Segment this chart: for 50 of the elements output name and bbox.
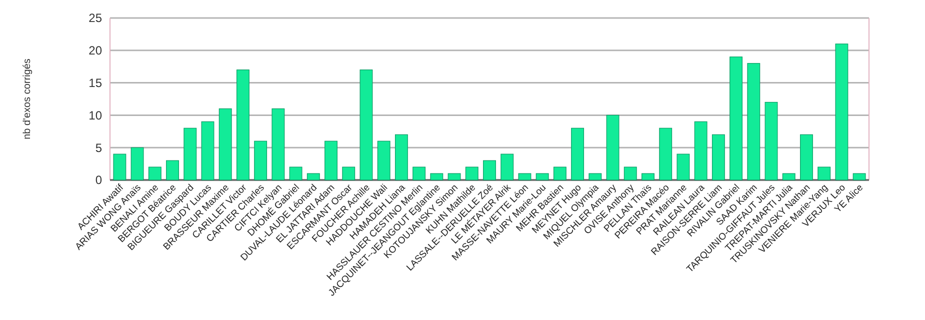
bar [642, 173, 654, 180]
bar [747, 63, 760, 180]
bar [712, 134, 725, 180]
bar [676, 154, 690, 180]
bar [764, 102, 778, 180]
bar [166, 160, 179, 180]
bar [289, 166, 302, 180]
bar [624, 166, 637, 180]
bar [500, 154, 514, 180]
bar [448, 173, 461, 180]
bar [430, 173, 444, 180]
bar [148, 166, 162, 180]
bar [394, 134, 408, 180]
bar [483, 160, 496, 180]
bar [730, 56, 743, 180]
y-tick-label: 5 [95, 140, 102, 155]
bar [659, 128, 672, 180]
bar [694, 121, 708, 180]
bar [184, 128, 197, 180]
bar [254, 140, 268, 180]
bar [272, 108, 285, 180]
y-axis-title: nb d'exos corrigés [22, 58, 33, 140]
bar [835, 44, 848, 180]
bar [324, 140, 338, 180]
bar [377, 140, 390, 180]
y-tick-label: 10 [88, 108, 102, 122]
bar [536, 173, 549, 180]
bar [800, 134, 813, 180]
bar [218, 108, 232, 180]
bar [465, 166, 478, 180]
bar [236, 70, 250, 180]
bar [818, 166, 831, 180]
bar [571, 128, 584, 180]
bar [201, 121, 214, 180]
bar [553, 166, 566, 180]
bar [306, 173, 320, 180]
bar [588, 173, 602, 180]
y-tick-label: 25 [88, 11, 102, 26]
bar [782, 173, 796, 180]
bar [342, 166, 356, 180]
bar [518, 173, 532, 180]
bar [130, 147, 144, 180]
bar [360, 70, 373, 180]
y-tick-label: 20 [88, 44, 102, 58]
y-tick-label: 0 [95, 173, 102, 188]
bar [113, 154, 126, 180]
bar [606, 114, 620, 180]
bar [852, 173, 866, 180]
y-tick-label: 15 [88, 76, 102, 90]
bar [412, 166, 426, 180]
